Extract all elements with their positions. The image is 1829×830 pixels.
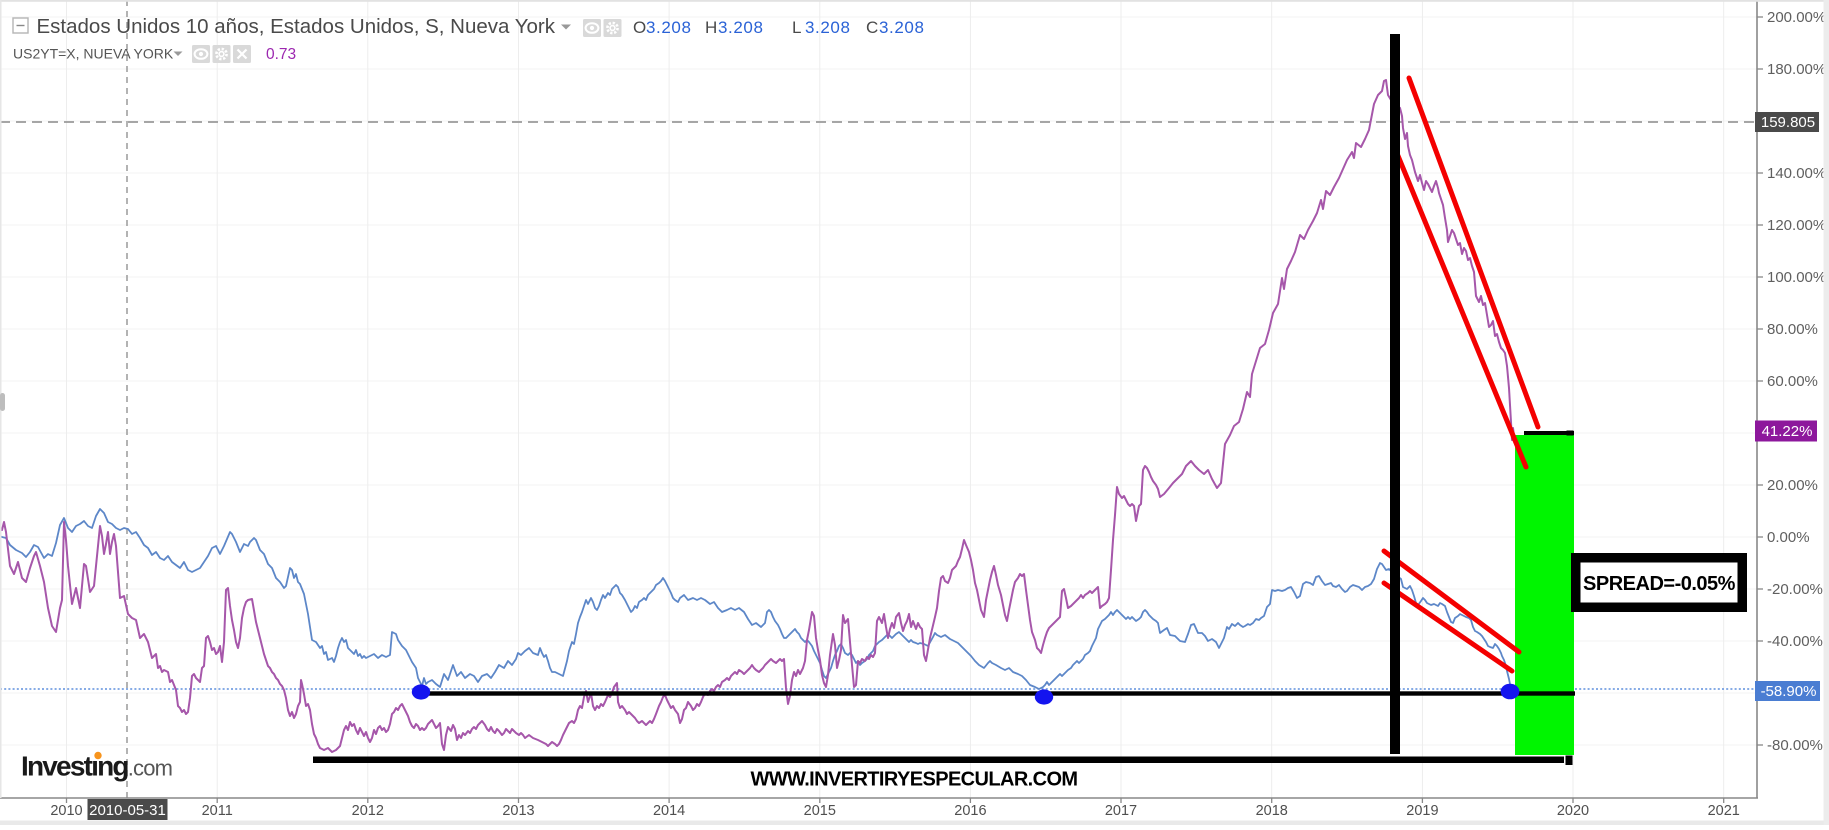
svg-text:-80.00%: -80.00% bbox=[1767, 737, 1823, 754]
svg-text:2016: 2016 bbox=[954, 803, 986, 819]
svg-text:2014: 2014 bbox=[653, 803, 685, 819]
svg-text:0.00%: 0.00% bbox=[1767, 529, 1810, 546]
svg-text:80.00%: 80.00% bbox=[1767, 321, 1818, 338]
svg-text:2021: 2021 bbox=[1708, 803, 1740, 819]
svg-text:US2YT=X, NUEVA YORK: US2YT=X, NUEVA YORK bbox=[13, 46, 174, 62]
svg-text:2018: 2018 bbox=[1256, 803, 1288, 819]
svg-text:L: L bbox=[792, 18, 801, 37]
svg-text:20.00%: 20.00% bbox=[1767, 477, 1818, 494]
svg-text:159.805: 159.805 bbox=[1761, 114, 1815, 131]
svg-text:2012: 2012 bbox=[352, 803, 384, 819]
svg-text:Estados Unidos 10 años, Estado: Estados Unidos 10 años, Estados Unidos, … bbox=[37, 15, 556, 38]
svg-text:-20.00%: -20.00% bbox=[1767, 581, 1823, 598]
svg-text:2011: 2011 bbox=[202, 803, 233, 819]
svg-text:H: H bbox=[705, 18, 717, 37]
svg-text:3.208: 3.208 bbox=[879, 18, 925, 37]
svg-text:100.00%: 100.00% bbox=[1767, 269, 1826, 286]
svg-text:2017: 2017 bbox=[1105, 803, 1137, 819]
svg-text:WWW.INVERTIRYESPECULAR.COM: WWW.INVERTIRYESPECULAR.COM bbox=[751, 769, 1078, 791]
svg-text:41.22%: 41.22% bbox=[1762, 423, 1813, 440]
svg-text:-58.90%: -58.90% bbox=[1761, 683, 1817, 700]
svg-text:3.208: 3.208 bbox=[718, 18, 764, 37]
svg-text:SPREAD=-0.05%: SPREAD=-0.05% bbox=[1583, 573, 1736, 595]
svg-text:0.73: 0.73 bbox=[266, 46, 296, 63]
svg-text:140.00%: 140.00% bbox=[1767, 165, 1826, 182]
svg-text:180.00%: 180.00% bbox=[1767, 61, 1826, 78]
svg-text:3.208: 3.208 bbox=[805, 18, 851, 37]
svg-text:2010-05-31: 2010-05-31 bbox=[89, 802, 166, 819]
svg-text:3.208: 3.208 bbox=[646, 18, 692, 37]
svg-text:200.00%: 200.00% bbox=[1767, 9, 1826, 26]
svg-text:120.00%: 120.00% bbox=[1767, 217, 1826, 234]
svg-text:2019: 2019 bbox=[1406, 803, 1438, 819]
svg-text:2020: 2020 bbox=[1557, 803, 1589, 819]
svg-text:2010: 2010 bbox=[50, 803, 82, 819]
svg-text:2013: 2013 bbox=[502, 803, 534, 819]
svg-text:2015: 2015 bbox=[804, 803, 836, 819]
svg-text:60.00%: 60.00% bbox=[1767, 373, 1818, 390]
svg-text:O: O bbox=[633, 18, 646, 37]
svg-text:-40.00%: -40.00% bbox=[1767, 633, 1823, 650]
svg-text:C: C bbox=[866, 18, 878, 37]
